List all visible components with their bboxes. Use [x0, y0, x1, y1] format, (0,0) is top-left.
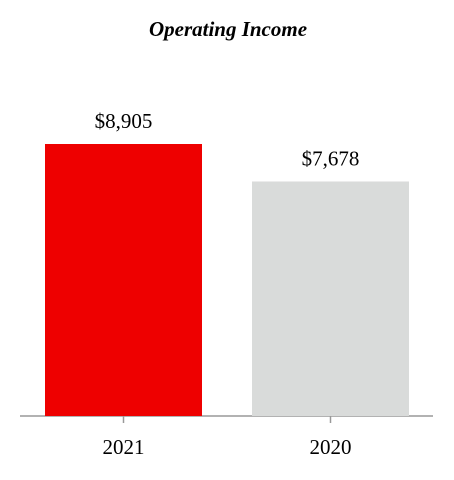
bar — [45, 144, 202, 416]
chart-title: Operating Income — [149, 17, 307, 41]
value-label: $8,905 — [95, 109, 153, 133]
value-label: $7,678 — [302, 146, 360, 170]
x-tick-label: 2020 — [310, 435, 352, 459]
x-tick-label: 2021 — [103, 435, 145, 459]
bar — [252, 181, 409, 416]
